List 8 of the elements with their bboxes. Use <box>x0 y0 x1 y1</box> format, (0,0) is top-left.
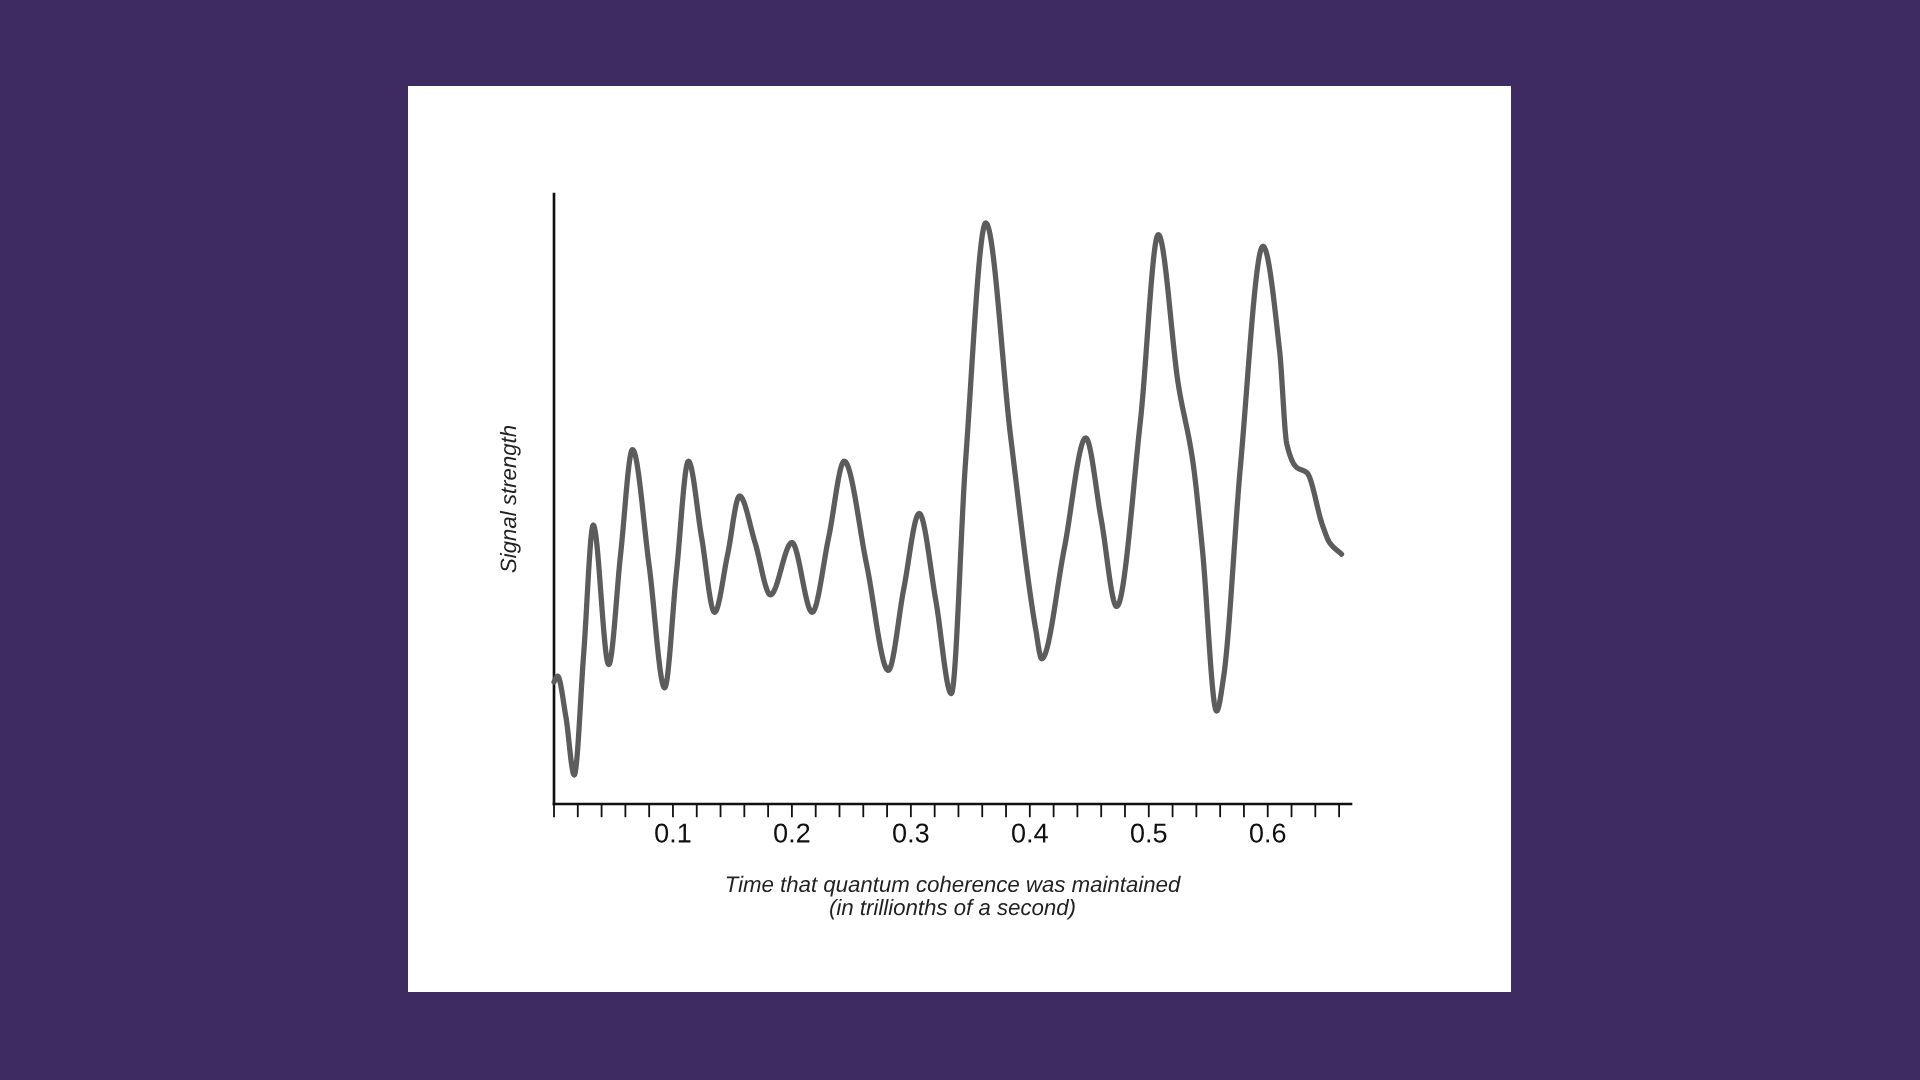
x-tick-label: 0.2 <box>774 823 810 843</box>
x-tick-label: 0.1 <box>655 823 691 843</box>
x-tick-label: 0.5 <box>1131 823 1167 843</box>
y-axis-title: Signal strength <box>499 425 521 573</box>
x-tick-label: 0.6 <box>1249 823 1286 843</box>
x-tick-label: 0.4 <box>1012 823 1048 843</box>
x-tick-label: 0.3 <box>893 823 929 843</box>
x-axis-title: Time that quantum coherence was maintained (in trillionths of a second) <box>726 875 1181 920</box>
